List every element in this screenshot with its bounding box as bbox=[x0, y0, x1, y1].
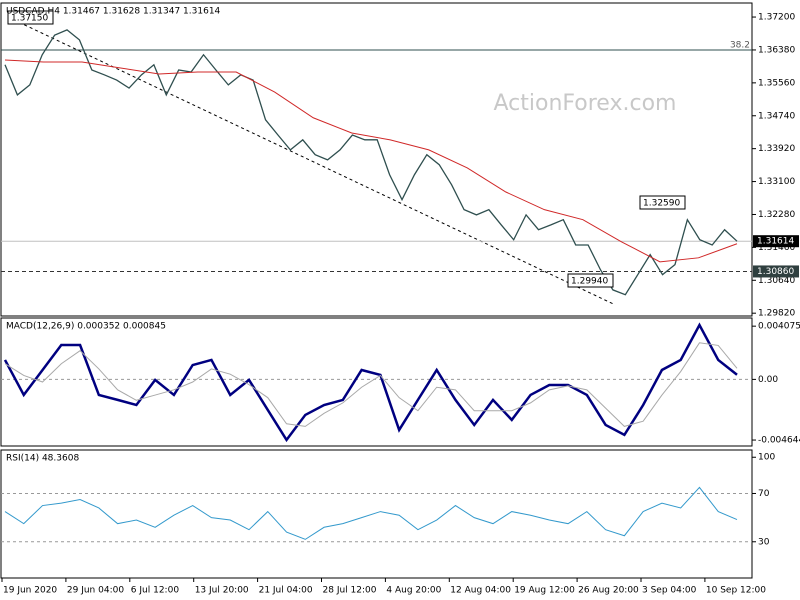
x-tick-label: 29 Jun 04:00 bbox=[67, 586, 124, 596]
y-tick-label: 30 bbox=[758, 537, 770, 547]
x-tick-label: 19 Jun 2020 bbox=[3, 586, 57, 596]
level-box bbox=[753, 265, 799, 278]
y-tick-label: 1.33100 bbox=[758, 177, 795, 187]
panel-title: MACD(12,26,9) 0.000352 0.000845 bbox=[6, 322, 166, 332]
series-line bbox=[4, 59, 738, 263]
y-tick-label: 1.30640 bbox=[758, 276, 795, 286]
x-tick-label: 12 Aug 04:00 bbox=[450, 586, 511, 596]
y-tick-label: 0.00 bbox=[758, 375, 778, 385]
level-label: 1.30860 bbox=[757, 267, 794, 277]
x-tick-label: 21 Jul 04:00 bbox=[259, 586, 313, 596]
y-tick-label: 1.29820 bbox=[758, 309, 795, 319]
y-tick-label: 1.31460 bbox=[758, 243, 795, 253]
annotation-label: 1.32590 bbox=[643, 199, 680, 209]
panel-frame bbox=[0, 449, 753, 579]
panel-title: RSI(14) 48.3608 bbox=[6, 454, 79, 464]
current-price-label: 1.31614 bbox=[757, 237, 794, 247]
y-tick-label: 1.34740 bbox=[758, 111, 795, 121]
x-tick-label: 3 Sep 04:00 bbox=[642, 586, 697, 596]
y-tick-label: 70 bbox=[758, 489, 770, 499]
current-price-box bbox=[753, 235, 799, 248]
y-tick-label: 1.32280 bbox=[758, 210, 795, 220]
y-tick-label: 1.36380 bbox=[758, 45, 795, 55]
y-tick-label: 1.37200 bbox=[758, 13, 795, 23]
panel-frame bbox=[0, 2, 753, 317]
annotation-box bbox=[7, 10, 54, 25]
trendline bbox=[7, 16, 616, 306]
series-line bbox=[4, 342, 738, 427]
x-tick-label: 4 Aug 20:00 bbox=[386, 586, 441, 596]
fib-label: 38.2 bbox=[730, 40, 750, 50]
annotation-box bbox=[567, 273, 614, 288]
series-line bbox=[4, 29, 738, 296]
y-tick-label: 1.33920 bbox=[758, 144, 795, 154]
x-tick-label: 13 Jul 20:00 bbox=[195, 586, 249, 596]
panel-frame bbox=[0, 317, 753, 447]
y-tick-label: 1.35560 bbox=[758, 78, 795, 88]
x-tick-label: 10 Sep 12:00 bbox=[706, 586, 766, 596]
y-tick-label: 100 bbox=[758, 453, 775, 463]
y-tick-label: 0.004075 bbox=[758, 322, 800, 332]
annotation-label: 1.37150 bbox=[11, 14, 48, 24]
series-line bbox=[3, 322, 738, 443]
x-tick-label: 19 Aug 12:00 bbox=[514, 586, 575, 596]
y-tick-label: -0.004644 bbox=[758, 436, 800, 446]
x-tick-label: 26 Aug 20:00 bbox=[578, 586, 639, 596]
watermark: ActionForex.com bbox=[494, 91, 677, 116]
series-line bbox=[4, 486, 738, 540]
annotation-box bbox=[639, 195, 686, 210]
x-tick-label: 28 Jul 12:00 bbox=[323, 586, 377, 596]
panel-title: USDCAD,H4 1.31467 1.31628 1.31347 1.3161… bbox=[6, 7, 221, 17]
annotation-label: 1.29940 bbox=[571, 277, 608, 287]
x-tick-label: 6 Jul 12:00 bbox=[131, 586, 180, 596]
